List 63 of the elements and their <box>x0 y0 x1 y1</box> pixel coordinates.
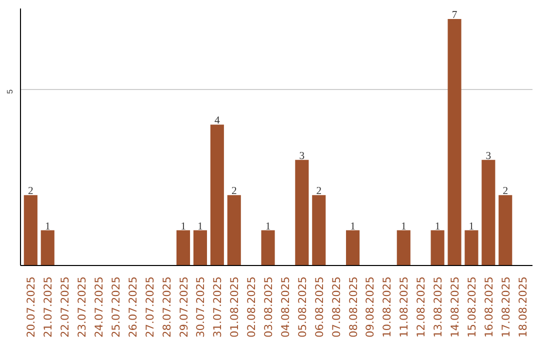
data-label: 7 <box>452 10 458 22</box>
bar <box>498 195 512 266</box>
bar <box>40 230 54 266</box>
data-label: 1 <box>400 221 406 232</box>
x-tick-label: 08.08.2025 <box>346 276 360 338</box>
x-tick-label: 24.07.2025 <box>92 276 106 338</box>
data-label: 2 <box>28 186 34 198</box>
x-tick-label: 05.08.2025 <box>296 276 309 338</box>
x-tick-label: 29.07.2025 <box>177 276 190 338</box>
x-tick-label: 20.07.2025 <box>24 276 38 338</box>
bar <box>176 230 190 266</box>
bar <box>448 19 462 266</box>
bar <box>346 230 360 266</box>
bar <box>295 160 309 266</box>
data-label: 1 <box>180 221 186 232</box>
x-tick-label: 12.08.2025 <box>414 276 428 338</box>
x-tick-label: 02.08.2025 <box>245 276 258 338</box>
data-label: 4 <box>214 116 220 127</box>
x-tick-label: 13.08.2025 <box>432 276 445 338</box>
x-tick-label: 22.07.2025 <box>58 276 72 338</box>
x-tick-label: 07.08.2025 <box>330 276 343 338</box>
data-label: 2 <box>231 186 237 198</box>
x-tick-label: 03.08.2025 <box>262 276 276 338</box>
bar <box>396 230 410 266</box>
data-label: 2 <box>502 186 508 198</box>
data-label: 1 <box>350 221 356 232</box>
x-tick-label: 10.08.2025 <box>380 276 394 338</box>
data-label: 3 <box>486 150 492 162</box>
data-label: 2 <box>316 186 322 198</box>
data-label: 1 <box>468 221 474 232</box>
bar <box>261 230 275 266</box>
bar <box>430 230 444 266</box>
bar <box>193 230 207 266</box>
bar <box>210 124 224 266</box>
data-label: 3 <box>299 150 305 162</box>
x-tick-label: 14.08.2025 <box>448 276 462 338</box>
bar <box>24 195 38 266</box>
data-label: 1 <box>198 221 203 232</box>
x-tick-label: 09.08.2025 <box>364 276 377 338</box>
y-tick-label: 5 <box>6 88 14 94</box>
data-label: 1 <box>44 221 50 232</box>
x-tick-label: 15.08.2025 <box>465 276 478 338</box>
x-tick-label: 11.08.2025 <box>398 276 411 338</box>
x-tick-label: 06.08.2025 <box>312 276 326 338</box>
x-tick-label: 17.08.2025 <box>499 276 512 338</box>
x-tick-label: 23.07.2025 <box>76 276 89 338</box>
x-tick-label: 26.07.2025 <box>126 276 140 338</box>
data-label: 1 <box>265 221 271 232</box>
x-tick-label: 30.07.2025 <box>194 276 208 338</box>
bar <box>464 230 478 266</box>
x-tick-label: 18.08.2025 <box>516 276 530 338</box>
x-tick-label: 04.08.2025 <box>278 276 292 338</box>
data-label: 1 <box>434 221 440 232</box>
x-tick-label: 25.07.2025 <box>109 276 122 338</box>
bar <box>482 160 496 266</box>
x-tick-label: 21.07.2025 <box>42 276 55 338</box>
bar <box>312 195 326 266</box>
x-tick-label: 16.08.2025 <box>482 276 496 338</box>
x-tick-label: 31.07.2025 <box>211 276 224 338</box>
x-tick-label: 28.07.2025 <box>160 276 174 338</box>
bar <box>227 195 241 266</box>
x-tick-label: 01.08.2025 <box>228 276 242 338</box>
x-tick-label: 27.07.2025 <box>143 276 156 338</box>
